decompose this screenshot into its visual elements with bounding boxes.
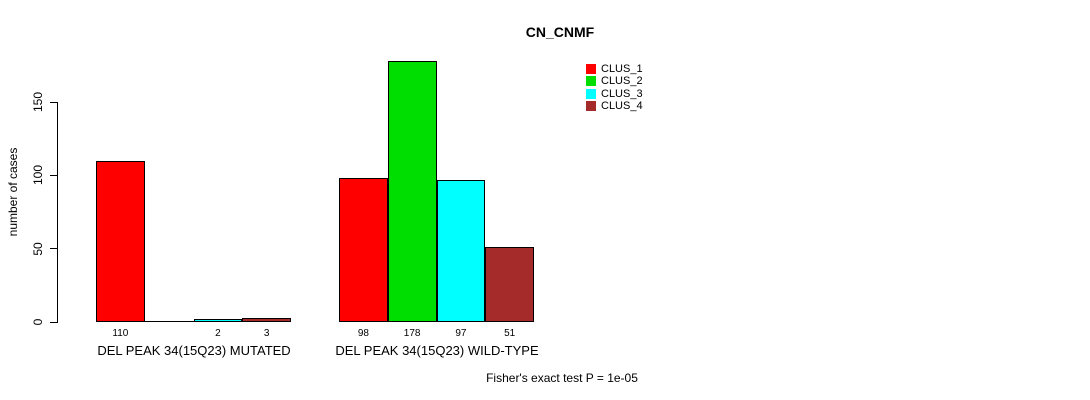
bar-clus-4-group-1 [242,318,291,322]
legend-swatch-clus-3 [586,88,596,99]
legend: CLUS_1 CLUS_2 CLUS_3 CLUS_4 [586,64,643,114]
y-tick-label: 100 [31,165,45,186]
y-tick-label: 0 [31,318,45,326]
y-axis-line [57,102,58,323]
legend-label: CLUS_2 [601,75,643,88]
chart-title: CN_CNMF [525,24,595,40]
bar-value-label: 110 [112,328,129,339]
y-tick-label: 50 [31,241,45,256]
legend-label: CLUS_3 [601,87,643,100]
y-tick-label: 150 [31,91,45,113]
bar-value-label: 98 [357,328,369,339]
legend-item: CLUS_3 [586,87,643,100]
legend-item: CLUS_4 [586,100,643,113]
bar-clus-1-group-1 [96,161,145,322]
y-tick [50,248,57,250]
bar-clus-4-group-2 [485,247,534,322]
bar-value-label: 3 [263,328,270,339]
bar-value-label: 97 [455,328,467,339]
legend-item: CLUS_2 [586,75,643,88]
bar-clus-2-group-1-zero [144,321,194,322]
bar-clus-1-group-2 [339,178,388,322]
legend-item: CLUS_1 [586,63,643,75]
legend-swatch-clus-4 [586,101,596,112]
category-label-mutated: DEL PEAK 34(15Q23) MUTATED [97,343,291,358]
fisher-test-caption: Fisher's exact test P = 1e-05 [486,371,638,385]
legend-swatch-clus-2 [586,76,596,87]
y-tick [50,101,57,103]
y-tick [50,174,57,176]
category-label-wild-type: DEL PEAK 34(15Q23) WILD-TYPE [335,343,539,358]
legend-swatch-clus-1 [586,64,596,74]
bar-value-label: 178 [403,328,421,339]
bar-value-label: 51 [504,328,516,339]
legend-label: CLUS_4 [601,100,643,113]
y-axis-label: number of cases [6,147,20,237]
bar-clus-2-group-2 [387,61,437,322]
bar-clus-3-group-1 [193,319,243,322]
legend-label: CLUS_1 [601,63,643,75]
y-tick [50,321,57,323]
bar-clus-3-group-2 [436,180,486,322]
bar-value-label: 2 [215,328,221,339]
